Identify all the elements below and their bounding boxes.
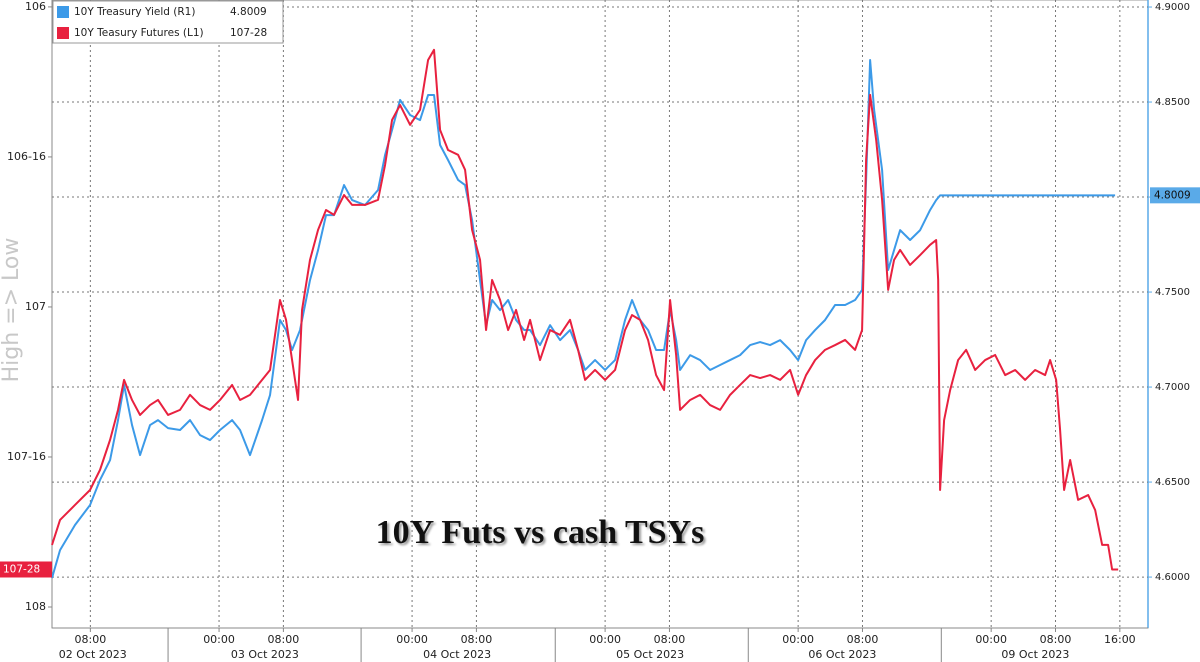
series-line	[51, 48, 1119, 571]
x-tick-label: 00:00	[396, 633, 428, 646]
y2-tick-label: 4.7500	[1155, 287, 1190, 298]
last-value-label: 107-28	[3, 563, 40, 575]
x-date-label: 09 Oct 2023	[1001, 648, 1069, 661]
x-date-label: 05 Oct 2023	[616, 648, 684, 661]
last-value-tag	[1150, 187, 1200, 204]
last-value-label: 4.8009	[1154, 189, 1191, 201]
x-date-label: 04 Oct 2023	[423, 648, 491, 661]
y-tick-label: 107	[25, 300, 46, 313]
legend-box	[52, 0, 284, 44]
x-tick-label: 08:00	[1040, 633, 1072, 646]
y2-tick-label: 4.6500	[1155, 477, 1190, 488]
legend-value: 107-28	[230, 27, 267, 39]
x-tick-label: 08:00	[75, 633, 107, 646]
y-tick-label: 108	[25, 600, 46, 613]
x-tick-label: 16:00	[1104, 633, 1136, 646]
y2-tick-label: 4.7000	[1155, 382, 1190, 393]
y2-tick-label: 4.8500	[1155, 97, 1190, 108]
y-tick-label: 106-16	[7, 150, 46, 163]
y-tick-label: 107-16	[7, 450, 46, 463]
x-date-label: 02 Oct 2023	[59, 648, 127, 661]
series-line	[51, 59, 1116, 579]
y-axis-title: High => Low	[0, 238, 24, 383]
annotation: 10Y Futs vs cash TSYs	[376, 514, 705, 551]
plot-area	[51, 0, 1149, 629]
legend-swatch	[57, 6, 69, 18]
x-tick-label: 08:00	[461, 633, 493, 646]
last-value-tag	[0, 561, 52, 578]
y2-tick-label: 4.9000	[1155, 2, 1190, 13]
x-tick-label: 00:00	[782, 633, 814, 646]
x-tick-label: 00:00	[589, 633, 621, 646]
legend: 10Y Treasury Yield (R1) 4.8009 10Y Teasury…	[52, 0, 284, 44]
x-tick-label: 08:00	[654, 633, 686, 646]
x-tick-label: 08:00	[847, 633, 879, 646]
x-tick-label: 00:00	[203, 633, 235, 646]
x-date-label: 03 Oct 2023	[231, 648, 299, 661]
legend-swatch	[57, 27, 69, 39]
y2-tick-label: 4.6000	[1155, 572, 1190, 583]
legend-label: 10Y Teasury Futures (L1)	[74, 27, 204, 39]
x-tick-label: 08:00	[268, 633, 300, 646]
legend-label: 10Y Treasury Yield (R1)	[74, 6, 195, 18]
x-date-label: 06 Oct 2023	[808, 648, 876, 661]
legend-value: 4.8009	[230, 6, 267, 18]
y-tick-label: 106	[25, 0, 46, 13]
series-lines	[51, 48, 1119, 579]
x-tick-label: 00:00	[975, 633, 1007, 646]
